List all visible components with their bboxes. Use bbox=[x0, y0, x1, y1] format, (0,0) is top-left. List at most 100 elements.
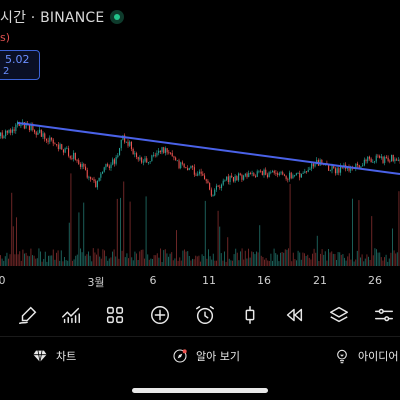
layers-icon[interactable] bbox=[325, 301, 353, 329]
nav-ideas[interactable]: 아이디어 bbox=[334, 344, 398, 368]
volume-bar bbox=[305, 256, 307, 266]
volume-bar bbox=[387, 261, 389, 266]
candle bbox=[139, 157, 141, 160]
add-icon[interactable] bbox=[146, 301, 174, 329]
candle bbox=[377, 155, 379, 157]
volume-bar bbox=[374, 248, 376, 266]
candle bbox=[183, 163, 185, 168]
volume-bar bbox=[84, 255, 86, 266]
candle bbox=[6, 130, 8, 133]
volume-bar bbox=[91, 261, 93, 266]
candle bbox=[141, 157, 143, 163]
nav-explore[interactable]: 알아 보기 bbox=[172, 344, 240, 368]
volume-bar bbox=[323, 254, 325, 266]
volume-bar bbox=[276, 254, 278, 266]
price-tag[interactable]: 5.02 2 bbox=[0, 50, 40, 80]
settings-icon[interactable] bbox=[370, 301, 398, 329]
templates-icon[interactable] bbox=[101, 301, 129, 329]
volume-bar bbox=[72, 260, 73, 266]
volume-bar bbox=[368, 256, 369, 266]
candle bbox=[137, 156, 139, 160]
volume-bar bbox=[300, 259, 302, 266]
candle bbox=[0, 132, 2, 136]
candle bbox=[397, 160, 399, 161]
candle bbox=[357, 163, 359, 166]
candle bbox=[136, 153, 138, 157]
volume-bar bbox=[48, 255, 49, 266]
volume-bar bbox=[120, 197, 121, 266]
volume-bar bbox=[209, 256, 211, 266]
volume-bar bbox=[67, 260, 69, 266]
candle bbox=[355, 163, 357, 169]
candle bbox=[3, 136, 5, 138]
volume-bar bbox=[86, 254, 88, 266]
volume-bar bbox=[171, 252, 173, 266]
candle bbox=[62, 149, 64, 153]
indicators-icon[interactable] bbox=[57, 301, 85, 329]
volume-bar bbox=[273, 248, 275, 266]
trendline[interactable] bbox=[17, 122, 400, 175]
volume-bar bbox=[369, 260, 371, 266]
volume-bar bbox=[366, 254, 368, 266]
volume-bar bbox=[11, 192, 13, 266]
volume-bar bbox=[182, 250, 184, 266]
price-chart[interactable] bbox=[0, 86, 400, 271]
candle bbox=[8, 129, 10, 133]
volume-bar bbox=[118, 258, 120, 266]
alarm-icon[interactable] bbox=[191, 301, 219, 329]
volume-bar bbox=[14, 254, 16, 266]
volume-bar bbox=[104, 250, 105, 266]
volume-bar bbox=[241, 248, 243, 266]
candle bbox=[74, 152, 76, 160]
candle bbox=[396, 159, 398, 161]
x-tick-label: 11 bbox=[202, 274, 216, 287]
candle bbox=[258, 170, 260, 172]
candle bbox=[188, 168, 190, 170]
candle bbox=[336, 168, 338, 174]
volume-bar bbox=[329, 252, 331, 266]
symbol-title[interactable]: 시간 · BINANCE bbox=[0, 10, 105, 26]
candle-style-icon[interactable] bbox=[236, 301, 264, 329]
candle bbox=[34, 130, 36, 133]
volume-bar bbox=[24, 253, 25, 266]
candle bbox=[39, 129, 41, 133]
volume-bar bbox=[304, 253, 305, 266]
candle bbox=[304, 171, 306, 174]
volume-bar bbox=[142, 249, 144, 266]
candle bbox=[275, 173, 277, 174]
replay-icon[interactable] bbox=[280, 301, 308, 329]
candle bbox=[367, 156, 369, 162]
candle bbox=[340, 166, 342, 173]
candle bbox=[113, 159, 115, 164]
candle bbox=[273, 171, 275, 173]
price-value: 5.02 bbox=[5, 53, 30, 66]
time-axis: 0 3월 6 11 16 21 26 bbox=[0, 272, 400, 292]
candle bbox=[350, 167, 352, 171]
candle bbox=[10, 129, 12, 133]
volume-bar bbox=[208, 249, 209, 266]
volume-bar bbox=[70, 173, 72, 266]
brush-icon[interactable] bbox=[14, 301, 42, 329]
nav-chart[interactable]: 차트 bbox=[32, 344, 76, 368]
volume-bar bbox=[355, 259, 357, 266]
candle bbox=[127, 141, 129, 146]
candle bbox=[334, 168, 336, 174]
candle bbox=[251, 173, 253, 174]
candle bbox=[144, 158, 146, 162]
volume-bar bbox=[363, 261, 365, 266]
volume-bar bbox=[201, 254, 203, 266]
candle bbox=[292, 175, 294, 179]
volume-bar bbox=[140, 249, 142, 266]
volume-bar bbox=[220, 253, 222, 266]
volume-bar bbox=[136, 253, 137, 266]
candle bbox=[362, 165, 364, 167]
volume-bar bbox=[107, 260, 109, 266]
volume-bar bbox=[249, 257, 251, 266]
volume-bar bbox=[337, 252, 339, 266]
candle bbox=[79, 164, 81, 167]
volume-bar bbox=[198, 255, 200, 266]
volume-bar bbox=[148, 259, 150, 266]
candle bbox=[166, 148, 168, 153]
candle bbox=[205, 179, 207, 181]
candle bbox=[241, 174, 243, 180]
